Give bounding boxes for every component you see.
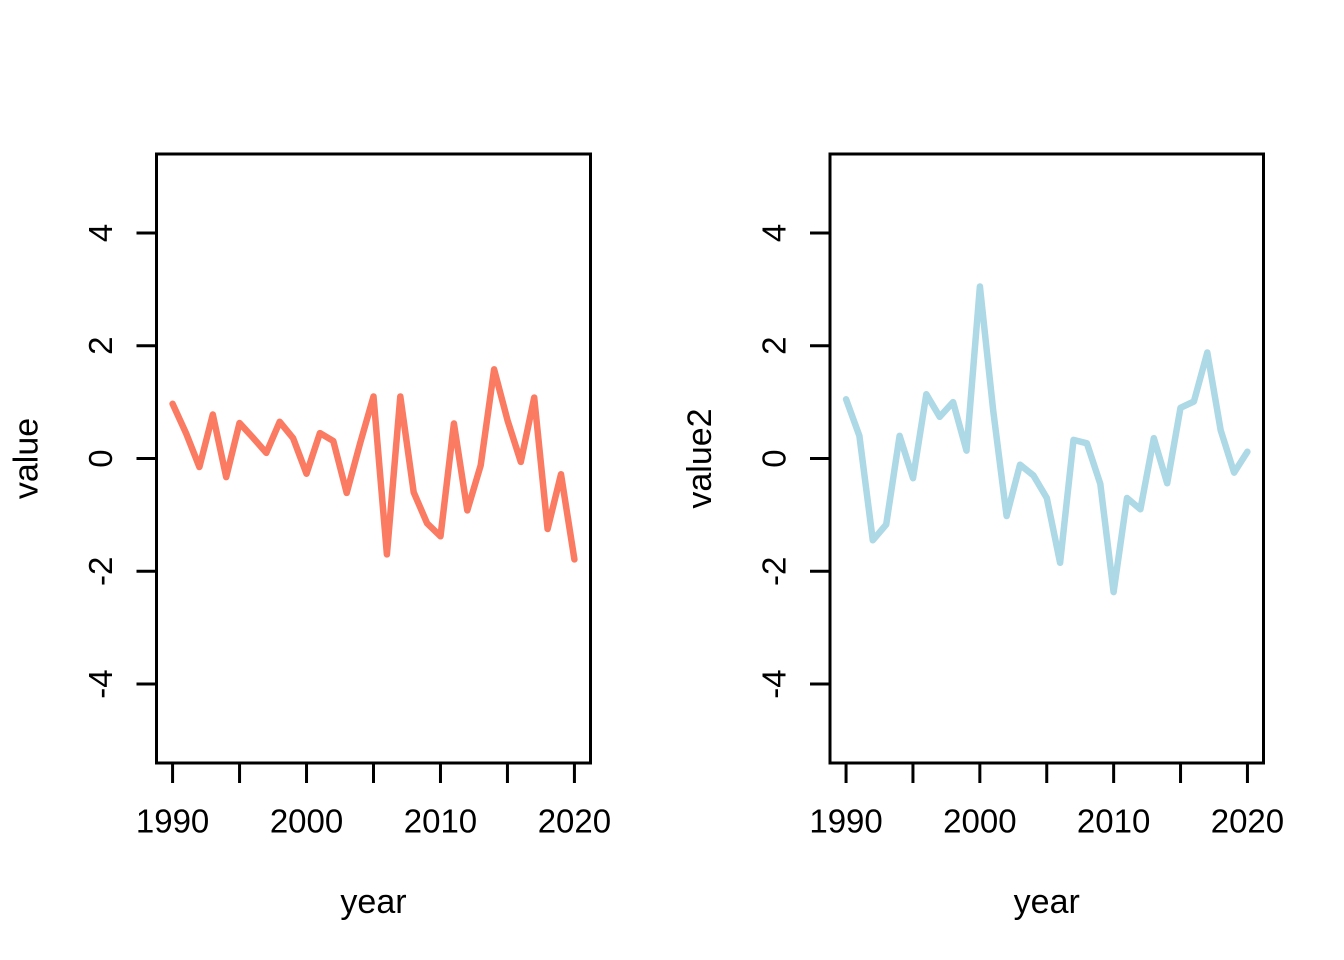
x-tick-label: 2000 xyxy=(270,803,343,840)
x-tick-label: 1990 xyxy=(809,803,882,840)
x-tick-label: 2020 xyxy=(1211,803,1284,840)
x-axis-title: year xyxy=(340,883,406,921)
y-axis-title: value xyxy=(8,418,46,499)
x-tick-label: 2010 xyxy=(1077,803,1150,840)
y-tick-label: 0 xyxy=(82,449,119,467)
y-axis-title: value2 xyxy=(681,408,719,508)
y-tick-label: -2 xyxy=(756,557,793,586)
x-axis-title: year xyxy=(1014,883,1080,921)
y-tick-label: -2 xyxy=(82,557,119,586)
x-tick-label: 1990 xyxy=(136,803,209,840)
y-tick-label: 2 xyxy=(82,337,119,355)
value2-line xyxy=(842,283,1251,596)
y-tick-label: 2 xyxy=(756,337,793,355)
value-line xyxy=(169,366,578,563)
x-tick-label: 2000 xyxy=(943,803,1016,840)
x-tick-label: 2010 xyxy=(404,803,477,840)
y-tick-label: 4 xyxy=(82,224,119,242)
y-tick-label: 4 xyxy=(756,224,793,242)
y-tick-label: -4 xyxy=(82,669,119,698)
y-tick-label: -4 xyxy=(756,669,793,698)
x-tick-label: 2020 xyxy=(538,803,611,840)
y-tick-label: 0 xyxy=(756,449,793,467)
